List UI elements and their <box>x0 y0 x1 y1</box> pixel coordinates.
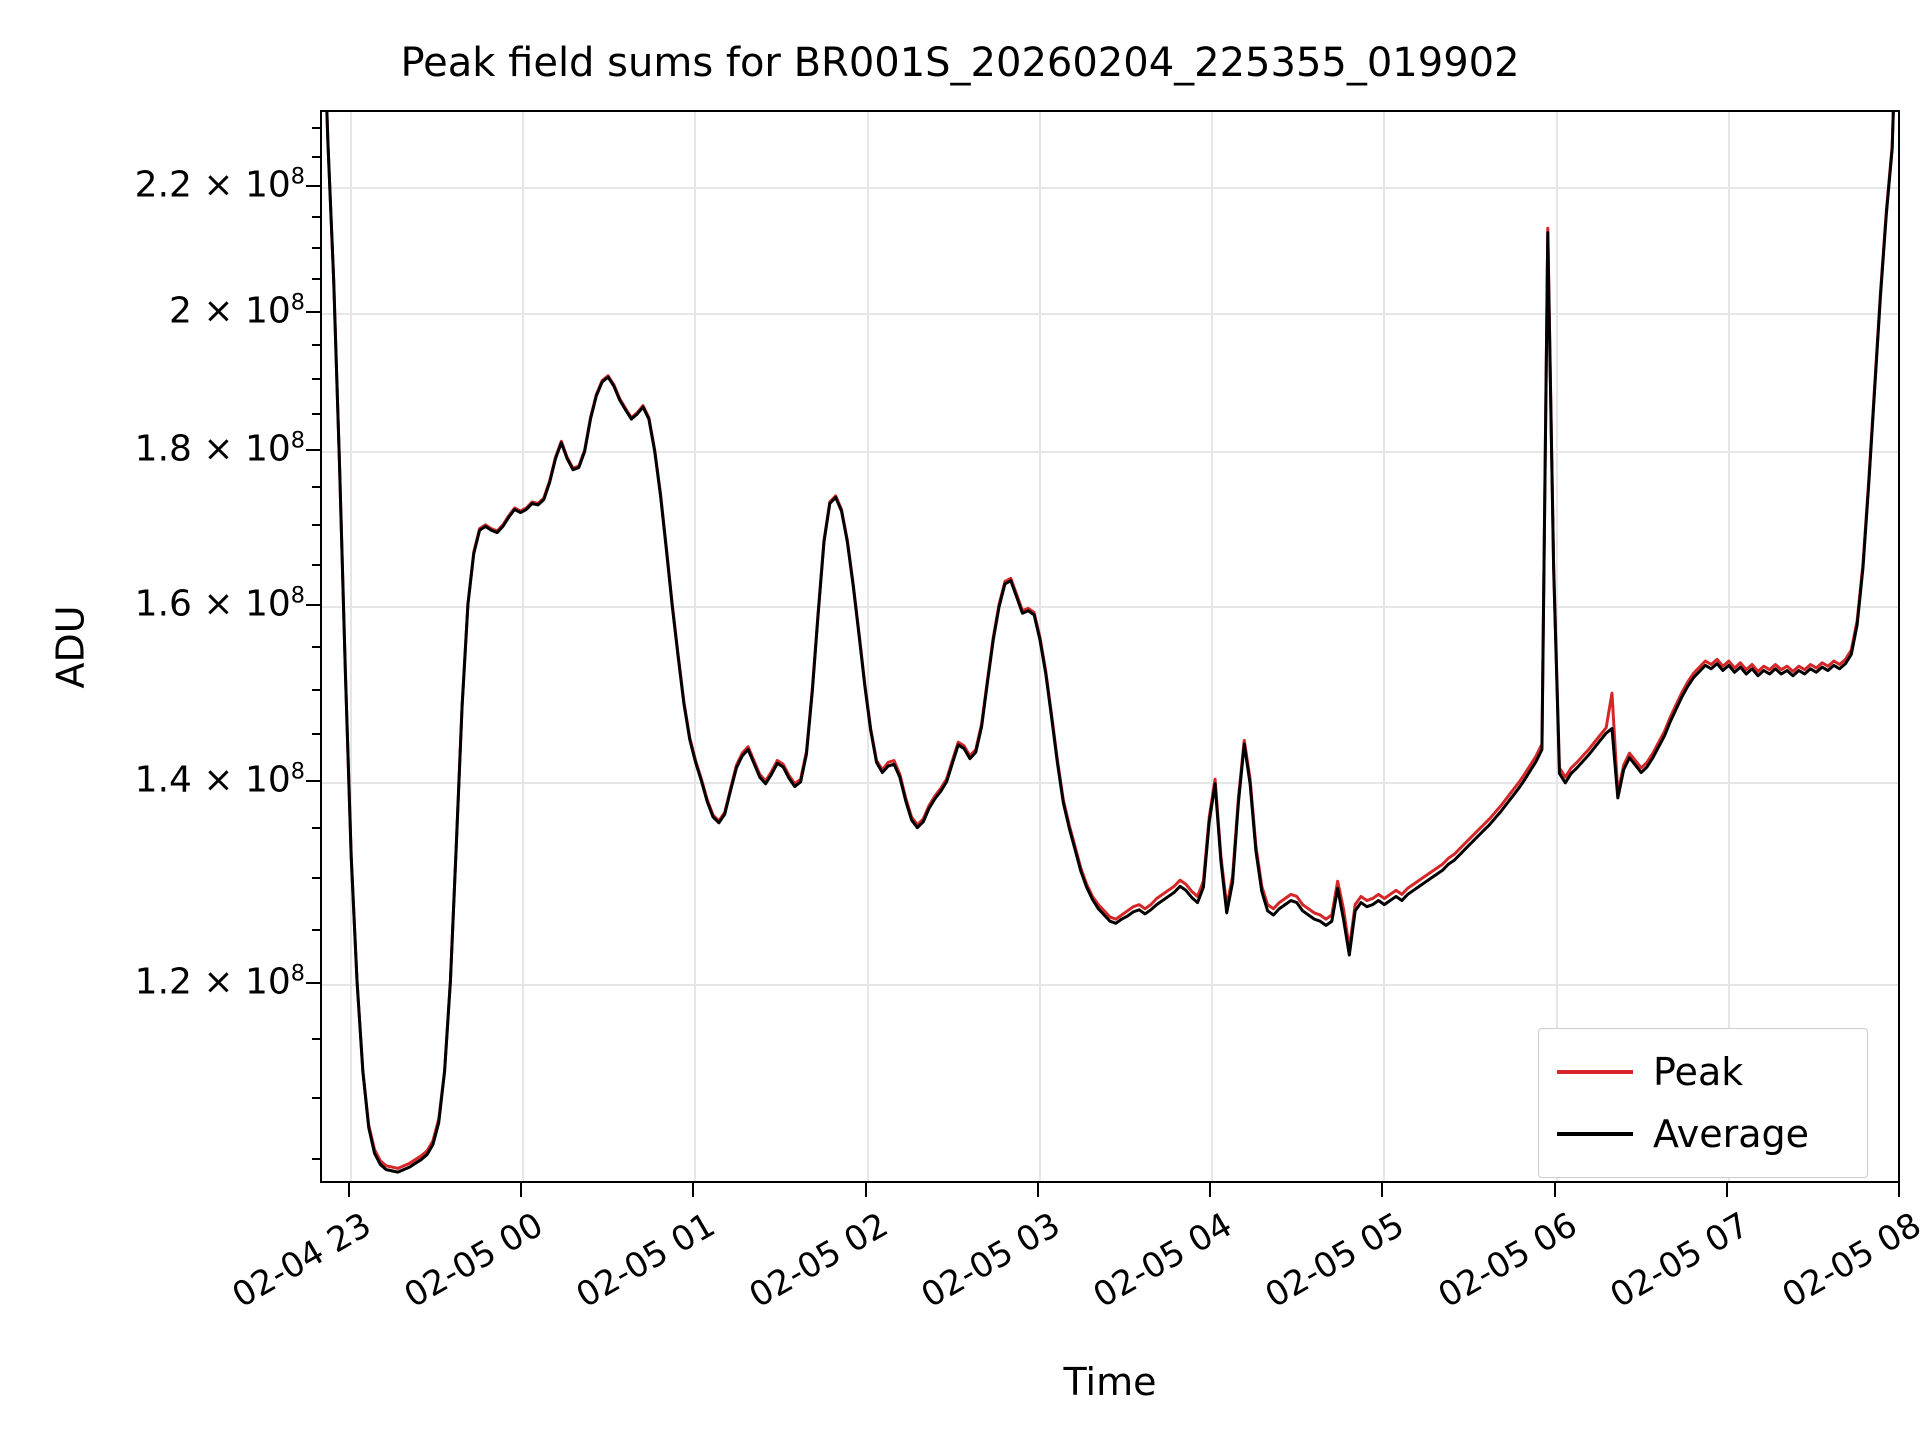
y-axis-minor-tick-mark <box>312 688 320 691</box>
x-axis-tick-label: 02-05 00 <box>397 1205 551 1317</box>
plot-area <box>320 110 1900 1183</box>
y-axis-tick-mark <box>306 185 320 188</box>
gridline-vertical <box>1727 112 1730 1181</box>
gridline-horizontal <box>322 781 1898 784</box>
gridline-vertical <box>1383 112 1386 1181</box>
y-axis-minor-tick-mark <box>312 215 320 218</box>
x-axis-tick-label: 02-05 01 <box>570 1205 723 1317</box>
x-axis-tick-label: 02-05 02 <box>742 1205 895 1317</box>
gridline-vertical <box>1211 112 1214 1181</box>
gridline-horizontal <box>322 984 1898 987</box>
y-axis-minor-tick-mark <box>312 563 320 566</box>
x-axis-tick-mark <box>520 1183 523 1197</box>
y-axis-minor-tick-mark <box>312 876 320 879</box>
y-axis-minor-tick-mark <box>312 246 320 249</box>
legend-swatch-peak <box>1557 1070 1633 1074</box>
y-axis-minor-tick-mark <box>312 413 320 416</box>
x-axis-tick-label: 02-05 06 <box>1431 1205 1584 1317</box>
y-axis-tick-mark <box>306 982 320 985</box>
y-axis-minor-tick-mark <box>312 1157 320 1160</box>
x-axis-label: Time <box>1063 1360 1157 1404</box>
y-axis-minor-tick-mark <box>312 127 320 130</box>
page-title: Peak field sums for BR001S_20260204_2253… <box>400 40 1520 86</box>
y-axis-minor-tick-mark <box>312 486 320 489</box>
y-axis-tick-mark <box>306 310 320 313</box>
y-axis-tick-label: 2 × 108 <box>169 289 305 332</box>
x-axis-tick-mark <box>1725 1183 1728 1197</box>
gridline-vertical <box>694 112 697 1181</box>
y-axis-minor-tick-mark <box>312 344 320 347</box>
gridline-vertical <box>522 112 525 1181</box>
series-line-peak <box>322 112 1898 1168</box>
y-axis-minor-tick-mark <box>312 1038 320 1041</box>
gridline-vertical <box>866 112 869 1181</box>
y-axis-label: ADU <box>48 604 93 689</box>
y-axis-tick-label: 1.4 × 108 <box>134 758 305 801</box>
y-axis-tick-mark <box>306 779 320 782</box>
y-axis-minor-tick-mark <box>312 155 320 158</box>
x-axis-tick-mark <box>1209 1183 1212 1197</box>
y-axis-tick-mark <box>306 604 320 607</box>
x-axis-tick-label: 02-05 07 <box>1603 1205 1756 1317</box>
y-axis-minor-tick-mark <box>312 524 320 527</box>
y-axis-minor-tick-mark <box>312 278 320 281</box>
series-lines <box>322 112 1898 1181</box>
x-axis-tick-mark <box>1381 1183 1384 1197</box>
y-axis-minor-tick-mark <box>312 827 320 830</box>
y-axis-tick-label: 2.2 × 108 <box>134 163 305 206</box>
x-axis-tick-mark <box>1036 1183 1039 1197</box>
y-axis-minor-tick-mark <box>312 733 320 736</box>
y-axis-tick-mark <box>306 449 320 452</box>
gridline-horizontal <box>322 606 1898 609</box>
y-axis-tick-label: 1.2 × 108 <box>134 960 305 1003</box>
y-axis-tick-label: 1.8 × 108 <box>134 427 305 470</box>
y-axis-minor-tick-mark <box>312 928 320 931</box>
gridline-horizontal <box>322 312 1898 315</box>
x-axis-tick-mark <box>1898 1183 1900 1197</box>
gridline-horizontal <box>322 451 1898 454</box>
y-axis-minor-tick-mark <box>312 378 320 381</box>
x-axis-tick-label: 02-05 05 <box>1258 1205 1412 1317</box>
gridline-horizontal <box>322 187 1898 190</box>
chart-legend[interactable]: Peak Average <box>1538 1028 1868 1178</box>
x-axis-tick-label: 02-05 03 <box>914 1205 1067 1317</box>
gridline-vertical <box>350 112 352 1181</box>
x-axis-tick-mark <box>864 1183 867 1197</box>
x-axis-tick-label: 02-05 04 <box>1086 1205 1240 1317</box>
legend-swatch-average <box>1557 1132 1633 1136</box>
x-axis-tick-label: 02-04 23 <box>225 1205 378 1317</box>
y-axis-tick-label: 1.6 × 108 <box>134 582 305 625</box>
x-axis-tick-mark <box>692 1183 695 1197</box>
legend-item-peak[interactable]: Peak <box>1557 1041 1849 1103</box>
y-axis-minor-tick-mark <box>312 645 320 648</box>
legend-item-average[interactable]: Average <box>1557 1103 1849 1165</box>
y-axis-minor-tick-mark <box>312 1096 320 1099</box>
x-axis-tick-label: 02-05 08 <box>1775 1205 1920 1317</box>
x-axis-tick-mark <box>1553 1183 1556 1197</box>
x-axis-tick-mark <box>348 1183 350 1197</box>
series-line-average <box>322 112 1898 1172</box>
legend-label: Average <box>1653 1112 1810 1156</box>
legend-label: Peak <box>1653 1050 1744 1094</box>
